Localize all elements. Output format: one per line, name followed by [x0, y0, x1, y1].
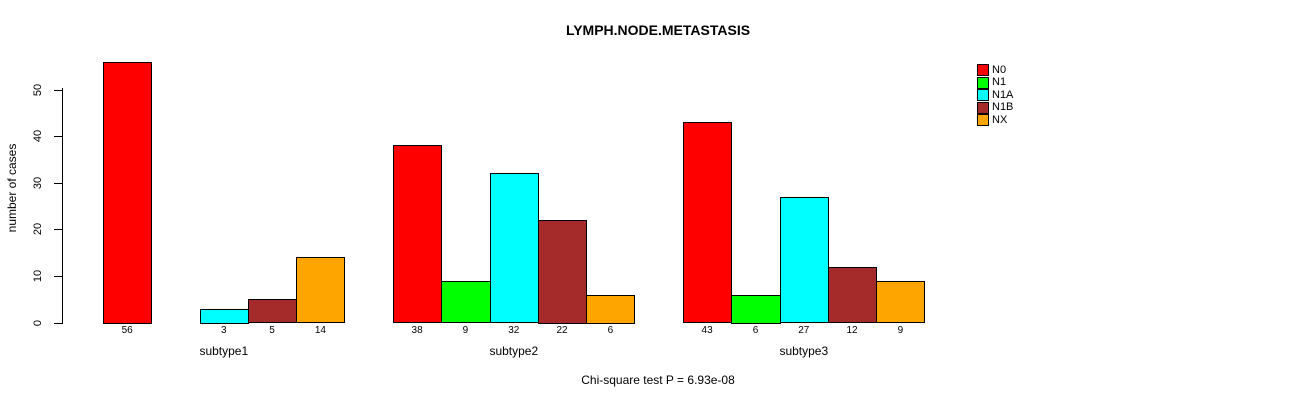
y-tick: [54, 275, 62, 277]
y-tick-label: 30: [32, 176, 44, 189]
bar-value-label: 9: [462, 325, 469, 336]
bar-value-label: 9: [897, 325, 904, 336]
bar-subtype1-NX: [296, 257, 346, 324]
bar-subtype3-N1B: [827, 266, 878, 324]
bar-value-label: 3: [221, 325, 227, 336]
bar-subtype2-N1: [441, 280, 491, 324]
y-tick: [54, 89, 62, 91]
bar-subtype1-N1A: [199, 308, 249, 324]
bar-value-label: 32: [508, 325, 520, 336]
y-axis-line: [62, 88, 63, 324]
bar-subtype2-N1B: [537, 220, 588, 324]
bar-subtype1-N1B: [247, 299, 298, 324]
bar-subtype2-NX: [586, 294, 636, 324]
y-tick-label: 0: [32, 319, 44, 326]
legend-label: N0: [992, 63, 1007, 76]
bar-value-label: 22: [556, 325, 568, 336]
bar-subtype3-N1: [731, 294, 781, 324]
y-tick-label: 20: [32, 223, 44, 236]
bar-subtype2-N1A: [489, 173, 539, 324]
bar-value-label: 56: [121, 325, 133, 336]
legend-swatch: [977, 64, 989, 76]
bar-value-label: 5: [269, 325, 275, 336]
chart-footnote: Chi-square test P = 6.93e-08: [581, 373, 735, 387]
bar-subtype2-N0: [393, 145, 443, 324]
y-tick: [54, 322, 62, 324]
y-tick-label: 40: [32, 129, 44, 143]
bar-value-label: 38: [411, 325, 423, 336]
bar-subtype3-NX: [876, 280, 926, 324]
bar-value-label: 43: [701, 325, 713, 336]
legend-label: NX: [992, 113, 1008, 126]
bar-value-label: 27: [798, 325, 810, 336]
x-category-label: subtype3: [779, 344, 829, 358]
legend-swatch: [977, 89, 989, 102]
bar-subtype3-N0: [683, 122, 733, 324]
legend-swatch: [977, 101, 989, 114]
bar-subtype1-N0: [103, 61, 153, 324]
y-tick: [54, 229, 62, 231]
legend-swatch: [977, 114, 989, 127]
chart-title: LYMPH.NODE.METASTASIS: [565, 22, 751, 38]
bar-value-label: 12: [846, 325, 858, 336]
y-axis-title: number of cases: [5, 143, 19, 233]
y-tick-label: 10: [32, 269, 44, 283]
legend-label: N1A: [992, 88, 1014, 101]
legend-label: N1: [992, 76, 1007, 89]
bar-value-label: 6: [752, 325, 759, 336]
y-tick: [54, 182, 62, 184]
y-tick: [54, 136, 62, 138]
bar-value-label: 6: [607, 325, 614, 336]
legend-swatch: [977, 76, 989, 89]
x-category-label: subtype2: [489, 344, 539, 358]
legend-label: N1B: [992, 101, 1014, 114]
bar-subtype3-N1A: [779, 196, 829, 324]
y-tick-label: 50: [32, 83, 44, 96]
bar-value-label: 14: [314, 325, 326, 336]
x-category-label: subtype1: [199, 344, 249, 358]
